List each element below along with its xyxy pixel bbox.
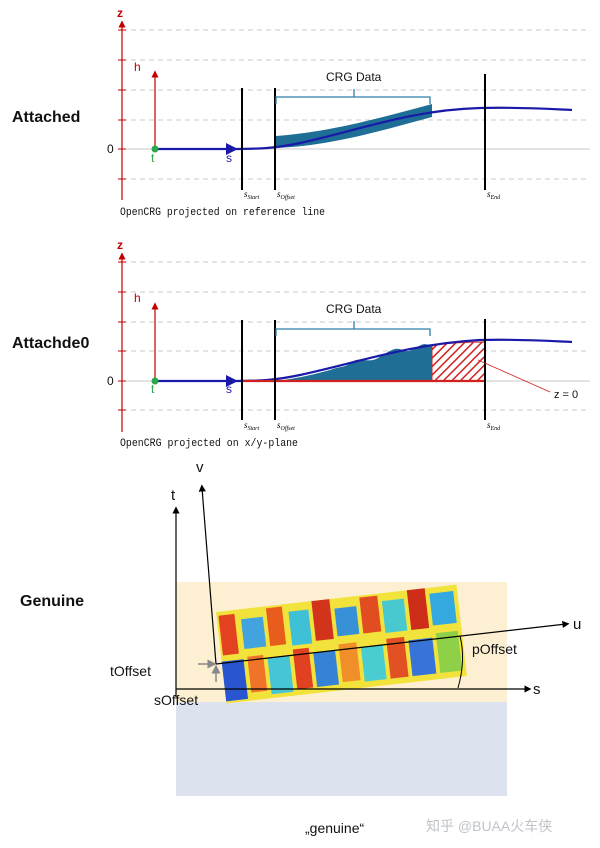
t-label: t xyxy=(151,382,155,396)
t-label: t xyxy=(151,151,155,165)
road-curve xyxy=(155,106,573,151)
crg-data-area xyxy=(276,104,432,148)
p-offset-arc xyxy=(457,635,464,689)
caption-genuine: „genuine“ xyxy=(305,820,364,836)
origin-point xyxy=(151,145,159,153)
panel-label-genuine: Genuine xyxy=(20,593,84,610)
z-zero-label: z = 0 xyxy=(554,389,578,401)
s-label: s xyxy=(226,151,232,165)
v-axis-label: v xyxy=(196,459,204,476)
s-end-label: sEnd xyxy=(487,189,501,201)
s-end-label: sEnd xyxy=(487,420,501,432)
watermark: 知乎 @BUAA火车侠 xyxy=(426,818,552,834)
panel-genuine: Genuine xyxy=(20,459,581,836)
h-axis-label: h xyxy=(134,60,141,74)
gridlines xyxy=(122,29,590,180)
s-start-label: sStart xyxy=(244,420,260,432)
t-axis-label: t xyxy=(171,487,176,504)
panel-attached0: Attachde0 z 0 h t s xyxy=(12,238,590,450)
road-curve xyxy=(155,338,573,383)
crg-data-bracket xyxy=(275,89,431,104)
v-axis xyxy=(198,484,217,665)
zero-label: 0 xyxy=(107,374,114,388)
crg-heatmap xyxy=(216,584,467,704)
origin-point xyxy=(151,377,159,385)
panel-label-attached0: Attachde0 xyxy=(12,335,89,352)
s-start-label: sStart xyxy=(244,189,260,201)
s-offset-label: sOffset xyxy=(277,189,295,201)
zero-label: 0 xyxy=(107,142,114,156)
t-offset-label: tOffset xyxy=(110,663,151,679)
s-axis-label: s xyxy=(533,681,541,698)
s-offset-label: sOffset xyxy=(154,692,198,708)
u-axis-label: u xyxy=(573,616,581,633)
z-zero-pointer xyxy=(477,359,551,393)
s-offset-label: sOffset xyxy=(277,420,295,432)
h-axis-label: h xyxy=(134,291,141,305)
panel-label-attached: Attached xyxy=(12,109,80,126)
crg-data-bracket xyxy=(275,321,431,336)
s-label: s xyxy=(226,382,232,396)
caption-attached0: OpenCRG projected on x/y-plane xyxy=(120,438,298,450)
panel-attached: Attached z 0 h t s xyxy=(12,6,590,219)
hatched-region xyxy=(431,341,486,382)
crg-data-label: CRG Data xyxy=(326,70,382,84)
u-axis xyxy=(215,620,570,665)
z-axis-label: z xyxy=(117,238,123,252)
gridlines xyxy=(122,261,590,411)
p-offset-label: pOffset xyxy=(472,641,517,657)
crg-data-label: CRG Data xyxy=(326,302,382,316)
caption-attached: OpenCRG projected on reference line xyxy=(120,207,325,219)
z-axis-label: z xyxy=(117,6,123,20)
